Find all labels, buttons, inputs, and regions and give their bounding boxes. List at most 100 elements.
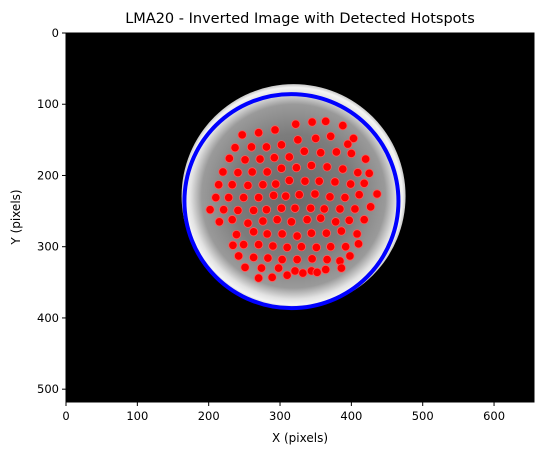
hotspot-point (296, 242, 307, 252)
plot-frame (65, 32, 535, 403)
hotspot-point (227, 180, 237, 190)
hotspot-point (292, 231, 302, 241)
hotspot-point (273, 263, 284, 273)
hotspot-point (246, 142, 257, 152)
hotspot-point (224, 192, 234, 203)
x-tick-label: 600 (483, 409, 505, 423)
hotspot-point (353, 168, 363, 178)
hotspot-point (350, 204, 360, 214)
hotspot-point (249, 205, 259, 215)
hotspot-point (314, 176, 324, 186)
hotspot-point (311, 133, 321, 144)
hotspot-point (233, 168, 243, 178)
hotspot-point (256, 263, 267, 273)
y-tick-label: 0 (52, 26, 59, 40)
hotspot-point (299, 146, 309, 156)
hotspot-point (346, 148, 356, 158)
hotspot-point (254, 128, 264, 138)
hotspot-point (322, 254, 332, 265)
hotspot-point (306, 203, 316, 213)
hotspot-point (240, 262, 250, 272)
hotspot-point (269, 190, 279, 201)
hotspot-point (230, 143, 240, 153)
hotspot-point (361, 154, 371, 164)
hotspot-point (331, 217, 341, 227)
hotspot-point (247, 167, 257, 177)
hotspot-point (366, 202, 376, 212)
hotspot-point (268, 241, 278, 251)
hotspot-point (270, 125, 280, 135)
hotspot-point (218, 167, 228, 177)
hotspot-point (255, 154, 265, 164)
hotspot-point (341, 242, 351, 252)
hotspot-point (310, 189, 320, 199)
hotspot-point (261, 205, 272, 215)
hotspot-point (262, 229, 272, 239)
hotspot-point (364, 168, 374, 178)
hotspot-point (249, 252, 259, 262)
hotspot-point (322, 162, 332, 172)
hotspot-point (214, 180, 224, 190)
hotspot-point (306, 160, 317, 171)
hotspot-point (290, 266, 300, 276)
hotspot-point (353, 239, 364, 249)
hotspot-point (267, 272, 277, 282)
hotspot-point (243, 180, 253, 191)
hotspot-point (249, 227, 259, 237)
hotspot-point (271, 179, 281, 189)
hotspot-point (231, 229, 242, 240)
hotspot-point (316, 148, 326, 158)
hotspot-point (282, 270, 292, 280)
y-tick-label: 100 (37, 97, 59, 111)
hotspot-series (205, 116, 382, 283)
hotspot-point (291, 163, 302, 173)
hotspot-point (312, 267, 322, 277)
hotspot-point (277, 254, 287, 265)
hotspot-point (345, 251, 355, 261)
hotspot-point (205, 205, 215, 215)
hotspot-point (330, 177, 340, 187)
hotspot-point (293, 135, 303, 145)
hotspot-point (282, 242, 292, 253)
hotspot-point (326, 242, 336, 252)
hotspot-point (321, 264, 331, 275)
hotspot-point (372, 189, 382, 199)
hotspot-point (319, 204, 329, 214)
x-tick-label: 300 (269, 409, 291, 423)
x-tick-label: 100 (126, 409, 148, 423)
hotspot-point (354, 190, 364, 200)
hotspot-point (352, 229, 362, 239)
x-axis-label: X (pixels) (272, 431, 328, 445)
hotspot-point (258, 180, 268, 190)
hotspot-point (336, 226, 346, 236)
hotspot-point (359, 215, 369, 225)
hotspot-point (254, 239, 264, 250)
hotspot-point (284, 152, 294, 162)
hotspot-point (326, 131, 336, 141)
hotspot-point (281, 191, 291, 201)
hotspot-point (338, 121, 348, 131)
hotspot-point (294, 190, 304, 200)
hotspot-point (335, 204, 345, 214)
x-tick-label: 400 (340, 409, 362, 423)
y-tick-label: 400 (37, 311, 59, 325)
x-tick-label: 0 (62, 409, 69, 423)
hotspot-point (359, 178, 369, 188)
hotspot-point (261, 142, 272, 152)
hotspot-point (307, 254, 317, 264)
hotspot-point (306, 228, 317, 238)
hotspot-point (276, 140, 287, 150)
hotspot-point (219, 205, 229, 215)
hotspot-point (254, 192, 264, 203)
hotspot-point (346, 179, 356, 189)
hotspot-point (228, 240, 238, 250)
plot-area (66, 33, 534, 402)
hotspot-point (240, 155, 250, 165)
hotspot-point (239, 192, 249, 203)
hotspot-point (348, 133, 359, 144)
hotspot-point (292, 254, 302, 265)
hotspot-point (239, 239, 249, 250)
y-tick-label: 200 (37, 168, 59, 182)
hotspot-point (331, 147, 341, 157)
hotspot-point (336, 263, 346, 273)
